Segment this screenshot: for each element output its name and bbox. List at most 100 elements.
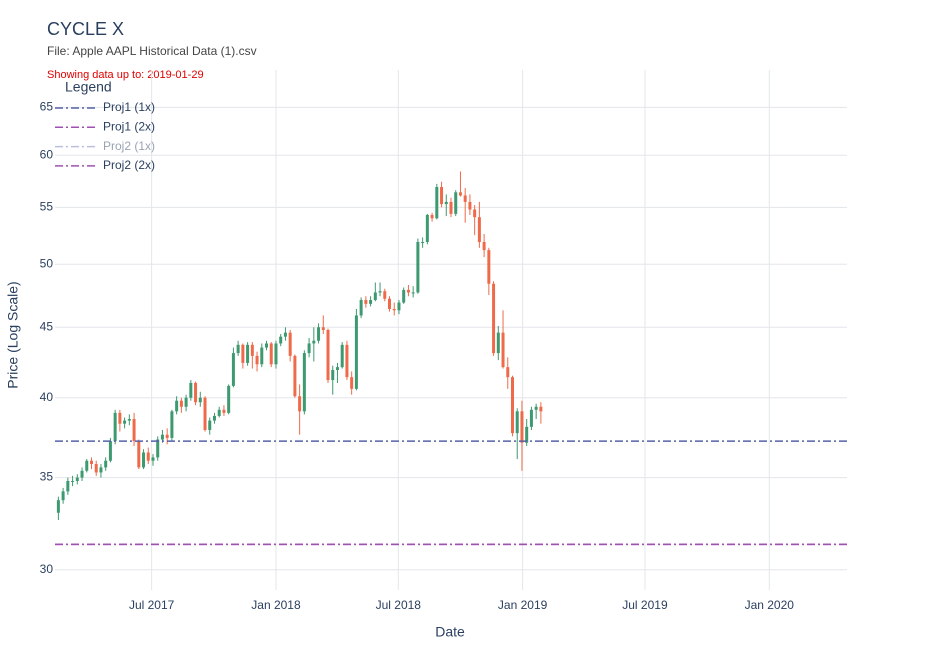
candle-body xyxy=(430,214,434,219)
candle-body xyxy=(222,409,226,413)
candle-body xyxy=(406,289,410,293)
legend-label[interactable]: Proj2 (2x) xyxy=(103,158,155,172)
legend-label[interactable]: Proj2 (1x) xyxy=(103,139,155,153)
legend-label[interactable]: Proj1 (2x) xyxy=(103,119,155,133)
candle-body xyxy=(156,439,160,458)
candle-body xyxy=(378,291,382,293)
candle-body xyxy=(454,192,458,214)
candle-body xyxy=(274,343,278,365)
candle-body xyxy=(506,367,510,378)
candle-body xyxy=(123,420,127,424)
candle-body xyxy=(449,201,453,214)
candle-body xyxy=(279,336,283,344)
legend-label[interactable]: Proj1 (1x) xyxy=(103,100,155,114)
candle-body xyxy=(246,344,250,363)
candle-body xyxy=(236,344,240,354)
candle-body xyxy=(402,289,406,303)
candle-body xyxy=(340,344,344,368)
candle-body xyxy=(118,412,122,424)
candle-body xyxy=(444,201,448,205)
candle-body xyxy=(189,382,193,398)
candle-body xyxy=(255,355,259,365)
candle-body xyxy=(160,434,164,440)
x-tick-label: Jan 2018 xyxy=(251,598,301,612)
candle-body xyxy=(440,187,444,205)
candle-body xyxy=(496,332,500,354)
candle-body xyxy=(421,242,425,244)
candle-body xyxy=(170,411,174,438)
legend-title: Legend xyxy=(65,79,112,95)
candle-body xyxy=(326,329,330,381)
candle-body xyxy=(89,460,93,465)
candle-body xyxy=(127,419,131,421)
candle-body xyxy=(61,491,65,501)
legend: Legend Proj1 (1x) Proj1 (2x) Proj2 (1x) Pro… xyxy=(55,79,155,172)
candle-body xyxy=(231,353,235,386)
candle-body xyxy=(335,367,339,370)
y-tick-label: 30 xyxy=(40,562,54,576)
candle-body xyxy=(269,343,273,365)
candle-body xyxy=(71,480,75,482)
candle-body xyxy=(175,400,179,412)
candle-body xyxy=(501,332,505,368)
candle-body xyxy=(345,344,349,378)
y-tick-label: 50 xyxy=(40,256,54,270)
candle-body xyxy=(80,470,84,478)
x-tick-label: Jul 2018 xyxy=(376,598,422,612)
candle-body xyxy=(350,377,354,389)
candle-body xyxy=(473,209,477,218)
x-axis-label: Date xyxy=(435,624,465,640)
x-tick-label: Jul 2019 xyxy=(622,598,668,612)
x-tick-label: Jan 2020 xyxy=(745,598,795,612)
y-tick-label: 65 xyxy=(40,100,54,114)
candle-body xyxy=(487,250,491,284)
candle-body xyxy=(151,457,155,461)
candle-body xyxy=(534,406,538,410)
candle-body xyxy=(510,377,514,434)
candle-body xyxy=(75,477,79,481)
candle-body xyxy=(99,467,103,473)
candle-body xyxy=(312,340,316,344)
candle-body xyxy=(250,344,254,356)
candle-body xyxy=(288,332,292,356)
candle-body xyxy=(525,426,529,443)
candle-body xyxy=(468,201,472,210)
candle-body xyxy=(388,298,392,309)
candle-body xyxy=(203,397,207,430)
candle-body xyxy=(241,344,245,363)
candle-body xyxy=(359,300,363,316)
candle-body xyxy=(142,452,146,468)
y-tick-label: 45 xyxy=(40,319,54,333)
candle-body xyxy=(198,397,202,403)
candle-body xyxy=(411,292,415,294)
candle-body xyxy=(383,291,387,299)
candle-body xyxy=(373,292,377,301)
candle-body xyxy=(227,385,231,413)
candle-body xyxy=(515,411,519,434)
candle-body xyxy=(425,214,429,243)
y-tick-label: 55 xyxy=(40,199,54,213)
candle-body xyxy=(302,353,306,412)
candle-body xyxy=(165,434,169,438)
candle-body xyxy=(283,332,287,337)
candle-body xyxy=(520,411,524,443)
candle-body xyxy=(85,460,89,471)
candle-body xyxy=(477,217,481,243)
candle-body xyxy=(212,415,216,421)
candle-body xyxy=(416,242,420,293)
candle-body xyxy=(94,464,98,473)
candle-body xyxy=(397,302,401,311)
candle-body xyxy=(317,327,321,341)
candle-body xyxy=(529,409,533,427)
candle-body xyxy=(369,300,373,304)
candle-body xyxy=(217,409,221,416)
candle-body xyxy=(293,355,297,397)
candle-body xyxy=(179,400,183,407)
candle-body xyxy=(184,397,188,407)
chart-title: CYCLE X xyxy=(47,19,124,39)
data-note: Showing data up to: 2019-01-29 xyxy=(47,69,204,81)
candle-body xyxy=(364,300,368,304)
candle-body xyxy=(321,327,325,330)
candle-body xyxy=(146,452,150,461)
